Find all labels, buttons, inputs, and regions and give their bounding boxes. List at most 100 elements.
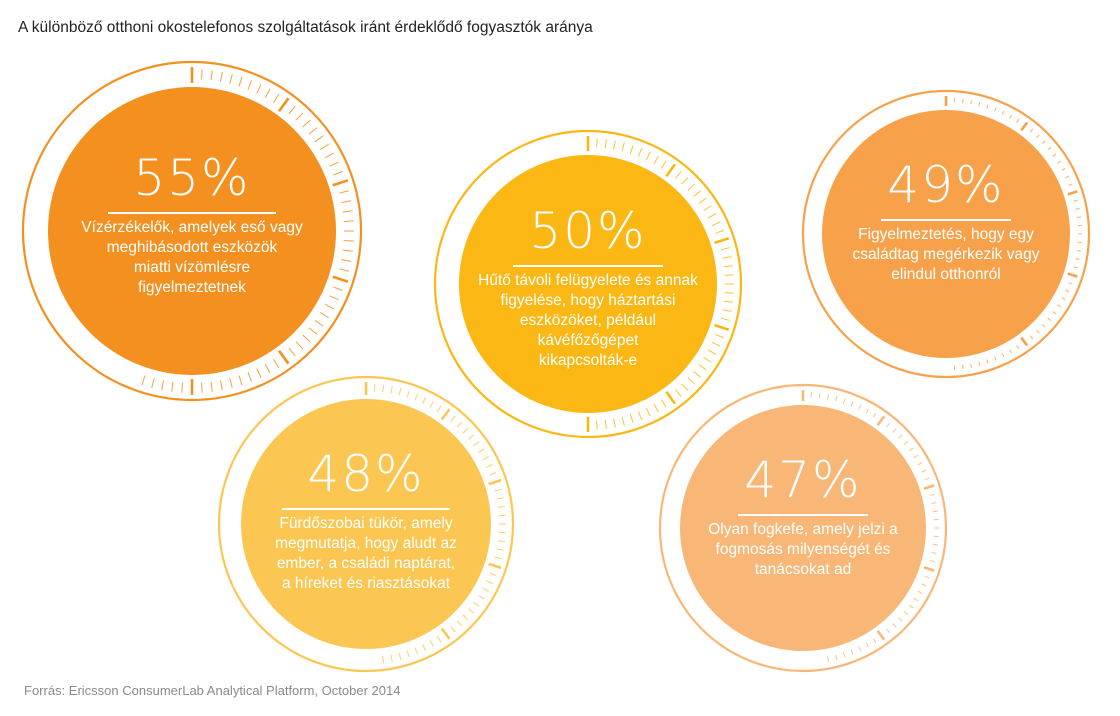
gauge-major-tick [714,323,730,331]
gauge-tick [295,341,304,350]
gauge-tick [473,601,480,607]
description-line: a híreket és riasztásokat [282,575,450,592]
description-line: miatti vízömlésre [133,259,251,276]
gauge-tick [865,642,869,648]
gauge-tick [1001,353,1005,358]
gauge-tick [486,463,493,468]
gauge-tick [308,327,318,335]
gauge-tick [994,356,997,361]
gauge-tick [703,356,712,363]
bubble-text-50: 50% Hűtő távoli felügyelete és annak figye… [463,203,713,371]
gauge-tick [913,597,919,602]
service-description: Vízérzékelők, amelyek eső vagy meghibásod… [62,218,322,298]
gauge-tick [843,398,846,404]
gauge-outer-ring [21,60,363,402]
gauge-55 [21,60,363,402]
gauge-tick [917,462,923,466]
gauge-tick [892,623,897,628]
gauge-major-tick [277,97,290,113]
description-line: ember, a családi naptárat, [276,555,456,572]
gauge-tick [406,650,410,658]
gauge-major-tick [876,629,886,641]
gauge-tick [1047,317,1052,322]
gauge-tick [496,548,504,551]
description-line: kávéfőzőgépet [537,332,639,349]
gauge-tick [1068,282,1073,285]
gauge-major-tick [923,484,935,490]
gauge-tick [1061,297,1066,300]
gauge-tick [903,440,909,445]
gauge-tick [850,401,854,407]
gauge-tick [872,638,877,644]
gauge-major-tick [714,237,730,245]
gauge-tick [921,583,927,587]
gauge-tick [653,403,659,413]
gauge-tick [1068,183,1073,186]
gauge-tick [314,135,324,143]
gauge-major-tick [277,349,290,365]
description-line: Olyan fogkefe, amely jelzi a [708,521,898,538]
gauge-tick [1061,168,1066,171]
gauge-tick [720,247,730,251]
gauge-tick [229,378,233,389]
gauge-tick [329,161,339,167]
gauge-tick [703,205,712,212]
description-line: családtag megérkezik vagy [852,246,1040,263]
gauge-tick [462,427,469,434]
gauge-tick [181,382,183,393]
gauge-tick [1076,216,1081,218]
gauge-tick [468,608,475,614]
gauge-tick [604,419,607,429]
description-line: kikapcsolták-e [538,352,638,369]
gauge-tick [1065,289,1070,293]
gauge-tick [687,377,695,385]
gauge-tick [436,636,442,643]
gauge-tick [494,488,502,492]
gauge-tick [342,210,353,213]
gauge-tick [715,229,724,235]
gauge-tick [288,105,296,115]
gauge-tick [494,556,502,560]
gauge-tick [865,408,869,414]
gauge-tick [341,200,352,204]
gauge-tick [247,372,253,382]
gauge-major-tick [440,627,451,640]
gauge-tick [681,383,689,391]
gauge-tick [390,386,393,394]
gauge-tick [707,349,717,355]
gauge-tick [256,84,262,94]
gauge-tick [219,380,223,391]
gauge-tick [827,394,829,400]
gauge-tick [1057,160,1062,164]
gauge-tick [238,76,243,87]
gauge-tick [295,112,304,121]
gauge-tick [1057,304,1062,308]
gauge-tick [898,617,903,622]
gauge-tick [308,127,318,135]
bubble-text-49: 49% Figyelmeztetés, hogy egy családtag meg… [831,157,1061,285]
gauge-tick [674,389,682,397]
gauge-tick [1016,118,1020,123]
gauge-tick [342,249,353,252]
gauge-tick [613,140,616,150]
gauge-tick [962,364,964,369]
percent-value: 50% [529,202,647,260]
gauge-tick [596,420,598,430]
gauge-ticks [801,390,939,662]
gauge-tick [273,93,280,103]
gauge-major-tick [440,408,451,421]
gauge-tick [929,560,935,563]
gauge-major-tick [488,562,502,570]
gauge-outer-ring [217,375,515,673]
gauge-tick [473,441,480,447]
gauge-tick [450,415,456,422]
gauge-tick [489,572,497,577]
gauge-tick [429,401,434,408]
gauge-tick [320,312,330,319]
gauge-major-tick [1020,336,1029,347]
bubble-text-55: 55% Vízérzékelők, amelyek eső vagy meghibá… [62,150,322,298]
gauge-tick [151,378,155,389]
gauge-tick [1009,349,1012,354]
gauge-tick [970,363,972,368]
gauge-outer-ring [801,89,1091,379]
